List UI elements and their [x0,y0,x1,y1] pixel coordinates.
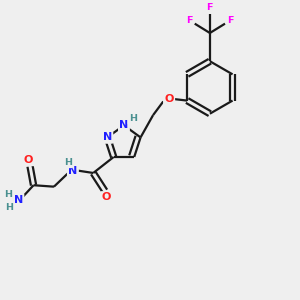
Text: H: H [64,158,72,167]
Text: F: F [227,16,233,25]
Text: F: F [207,3,213,12]
Text: H: H [4,190,12,199]
Text: N: N [68,166,77,176]
Text: N: N [119,120,129,130]
Text: N: N [14,195,23,205]
Text: N: N [103,132,112,142]
Text: O: O [24,155,33,165]
Text: F: F [186,16,193,25]
Text: H: H [129,114,137,123]
Text: O: O [102,193,111,202]
Text: O: O [164,94,174,104]
Text: H: H [5,203,13,212]
